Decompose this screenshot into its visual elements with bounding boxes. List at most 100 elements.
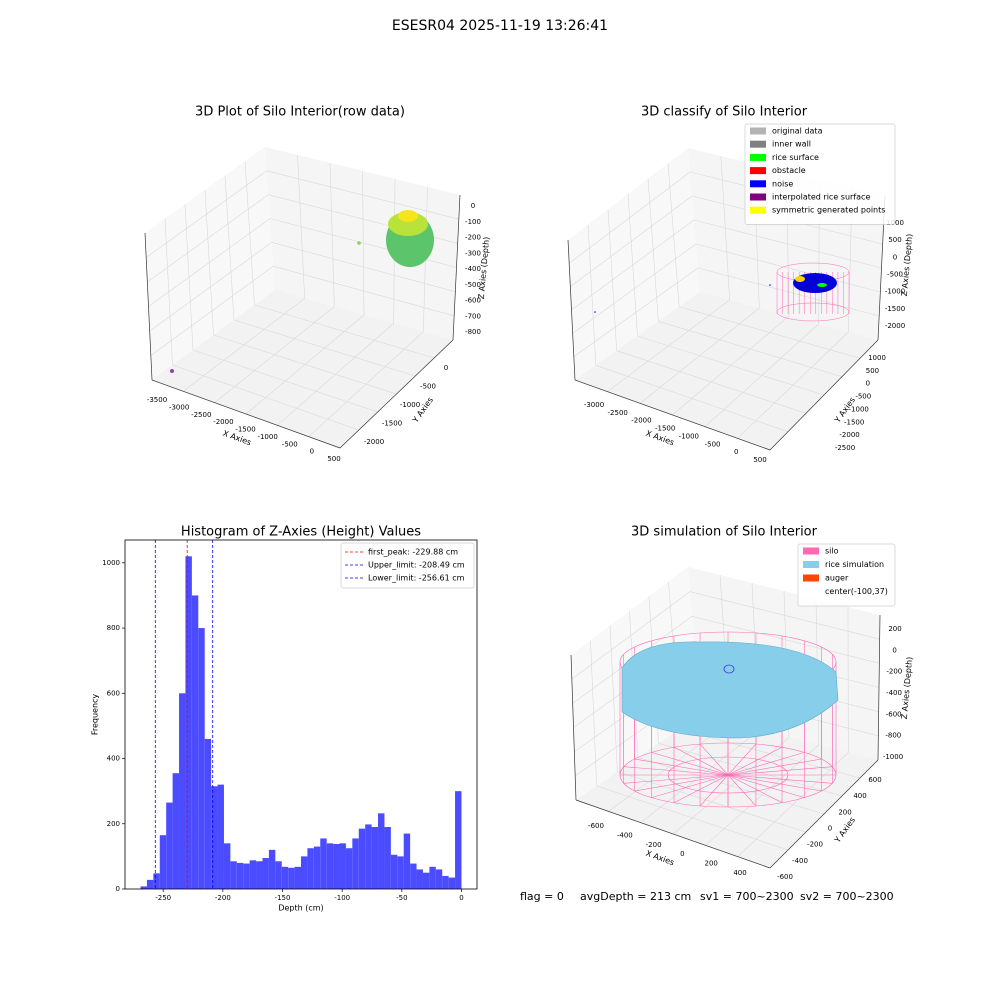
y-tick-label: -1500: [844, 418, 864, 426]
x-axis-label: Depth (cm): [278, 904, 323, 913]
bar: [313, 846, 321, 889]
bar: [390, 854, 398, 889]
y-tick-label: -1000: [849, 405, 869, 413]
bar: [435, 869, 443, 889]
status-text: sv1 = 700~2300: [700, 890, 794, 903]
legend-label: symmetric generated points: [772, 206, 885, 215]
chart-title: 3D simulation of Silo Interior: [631, 525, 818, 540]
legend-swatch: [750, 193, 766, 201]
bar: [455, 791, 462, 889]
x-tick-label: -600: [588, 822, 604, 830]
y-tick-label: -400: [792, 857, 808, 865]
x-tick-label: -3000: [584, 401, 604, 409]
bar: [429, 866, 436, 889]
x-tick-label: 0: [310, 448, 314, 456]
bar: [403, 833, 411, 889]
z-tick-label: -600: [886, 710, 902, 718]
z-tick-label: -1000: [885, 288, 905, 296]
obstacle: [795, 276, 805, 282]
y-tick-label: 1000: [868, 354, 886, 362]
silo-spoke: [673, 774, 729, 803]
silo-spoke: [727, 752, 805, 776]
bar: [223, 843, 231, 889]
x-tick-label: -500: [282, 440, 298, 448]
z-tick-label: -400: [886, 689, 902, 697]
silo-spoke: [699, 774, 729, 807]
z-tick-label: 0: [471, 202, 475, 210]
bar: [384, 827, 391, 889]
bar: [204, 738, 212, 889]
bar: [281, 866, 289, 889]
y-tick-label: 400: [853, 792, 866, 800]
z-tick-label: 0: [893, 253, 897, 261]
z-tick-label: -300: [465, 249, 481, 257]
x-tick-label: -1000: [679, 432, 699, 440]
z-tick-label: -400: [465, 265, 481, 273]
pane-grid: [273, 265, 455, 317]
bar: [236, 862, 244, 889]
silo-spoke: [727, 766, 833, 776]
bar: [179, 693, 186, 889]
bar: [153, 873, 160, 889]
silo-spoke: [673, 747, 729, 776]
z-axis-label: Z Axies (Depth): [477, 236, 491, 299]
y-tick-label: 600: [107, 689, 120, 697]
silo-spoke: [727, 743, 757, 776]
x-tick-label: -400: [617, 831, 633, 839]
bar: [301, 856, 308, 889]
silo-spoke: [727, 774, 783, 803]
bar: [288, 867, 295, 889]
x-tick-label: 0: [680, 850, 684, 858]
chart-title: 3D classify of Silo Interior: [641, 105, 808, 120]
bar: [352, 838, 359, 889]
silo-spoke: [651, 774, 729, 798]
bar: [140, 886, 147, 889]
y-tick-label: 500: [866, 367, 879, 375]
y-tick-label: -500: [420, 383, 436, 391]
x-tick-label: -1500: [655, 425, 675, 433]
figure-title: ESESR04 2025-11-19 13:26:41: [392, 18, 608, 34]
legend-swatch: [750, 127, 766, 135]
axis-line: [877, 614, 881, 761]
x-tick-label: 200: [705, 860, 718, 868]
legend-label: original data: [772, 127, 823, 136]
x-tick-label: 0: [459, 894, 463, 902]
x-tick-label: -500: [705, 440, 721, 448]
z-tick-label: -100: [465, 218, 481, 226]
bar: [159, 835, 167, 889]
noise: [769, 284, 771, 286]
noise: [793, 273, 837, 293]
x-tick-label: -3000: [169, 403, 189, 411]
bar: [345, 848, 353, 889]
y-tick-label: -1500: [382, 420, 402, 428]
rice-simulation: [621, 641, 839, 739]
x-tick-label: -250: [155, 894, 171, 902]
axis-line: [575, 799, 771, 869]
z-tick-label: 500: [888, 236, 901, 244]
x-tick-label: -2500: [608, 409, 628, 417]
bar: [262, 858, 269, 889]
x-tick-label: -50: [396, 894, 407, 902]
y-tick-label: 200: [838, 808, 851, 816]
point-cloud: [398, 210, 418, 222]
legend-label: obstacle: [772, 166, 806, 175]
bar: [230, 861, 237, 889]
x-axis-label: X Axies: [645, 849, 676, 868]
legend-swatch: [803, 561, 819, 568]
z-tick-label: -800: [465, 328, 481, 336]
status-text: flag = 0: [520, 890, 564, 903]
bar: [166, 802, 173, 889]
legend-label: inner wall: [772, 140, 811, 149]
y-tick-label: 200: [107, 820, 120, 828]
z-tick-label: -600: [465, 297, 481, 305]
legend-label: silo: [825, 547, 839, 556]
silo-spoke: [727, 758, 822, 776]
status-text: avgDepth = 213 cm: [580, 890, 691, 903]
silo-spoke: [651, 752, 729, 776]
bar: [217, 784, 224, 889]
legend-swatch: [803, 547, 819, 555]
bar: [448, 877, 456, 889]
axis-line: [769, 339, 879, 451]
z-tick-label: -800: [885, 732, 901, 740]
bar: [268, 849, 276, 889]
